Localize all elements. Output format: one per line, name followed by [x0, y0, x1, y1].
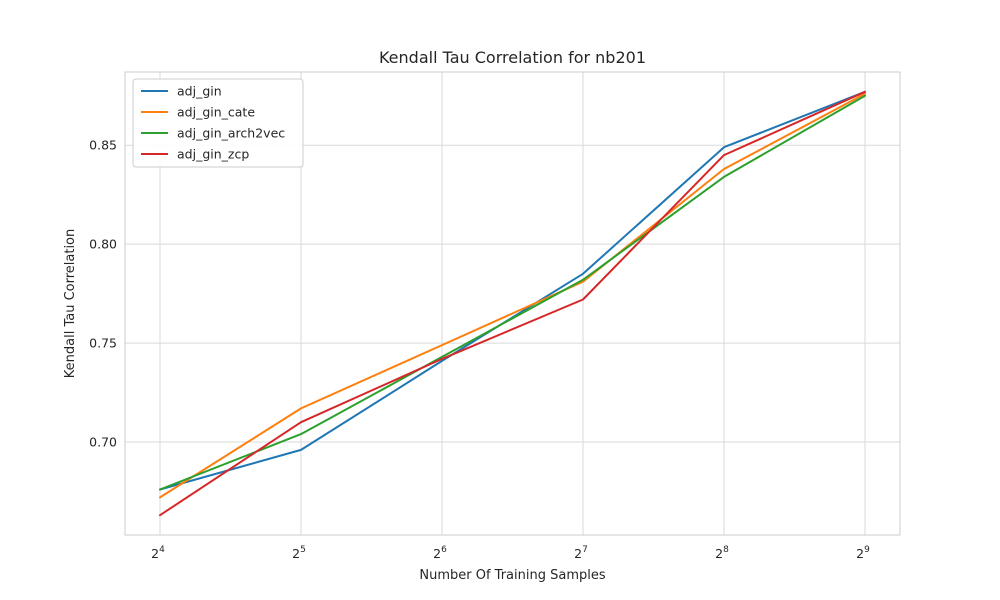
y-tick-label: 0.80 [89, 237, 117, 252]
grid [125, 72, 900, 535]
series-line-adj_gin_arch2vec [159, 94, 866, 491]
y-tick-label: 0.85 [89, 138, 117, 153]
y-tick-label: 0.75 [89, 336, 117, 351]
y-axis-label: Kendall Tau Correlation [63, 229, 78, 379]
legend-label: adj_gin_cate [177, 105, 255, 120]
legend-label: adj_gin_arch2vec [177, 126, 285, 141]
x-axis-ticks: 24 25 26 27 28 29 [151, 545, 870, 561]
plot-area [124, 71, 901, 536]
legend: adj_gin adj_gin_cate adj_gin_arch2vec adj_g… [132, 78, 304, 168]
series-line-adj_gin_cate [159, 92, 866, 499]
x-axis-label: Number Of Training Samples [419, 568, 605, 583]
x-tick-label: 27 [574, 545, 588, 561]
legend-label: adj_gin_zcp [177, 147, 249, 162]
y-axis-ticks: 0.70 0.75 0.80 0.85 [89, 138, 117, 450]
x-tick-label: 28 [715, 545, 729, 561]
x-tick-label: 26 [433, 545, 447, 561]
y-tick-label: 0.70 [89, 435, 117, 450]
chart-title: Kendall Tau Correlation for nb201 [379, 48, 646, 67]
legend-label: adj_gin [177, 84, 222, 99]
x-tick-label: 29 [856, 545, 870, 561]
x-tick-label: 24 [151, 545, 165, 561]
x-tick-label: 25 [292, 545, 306, 561]
series-line-adj_gin_zcp [159, 90, 866, 517]
legend-box [132, 78, 304, 168]
series-layer [159, 90, 866, 517]
